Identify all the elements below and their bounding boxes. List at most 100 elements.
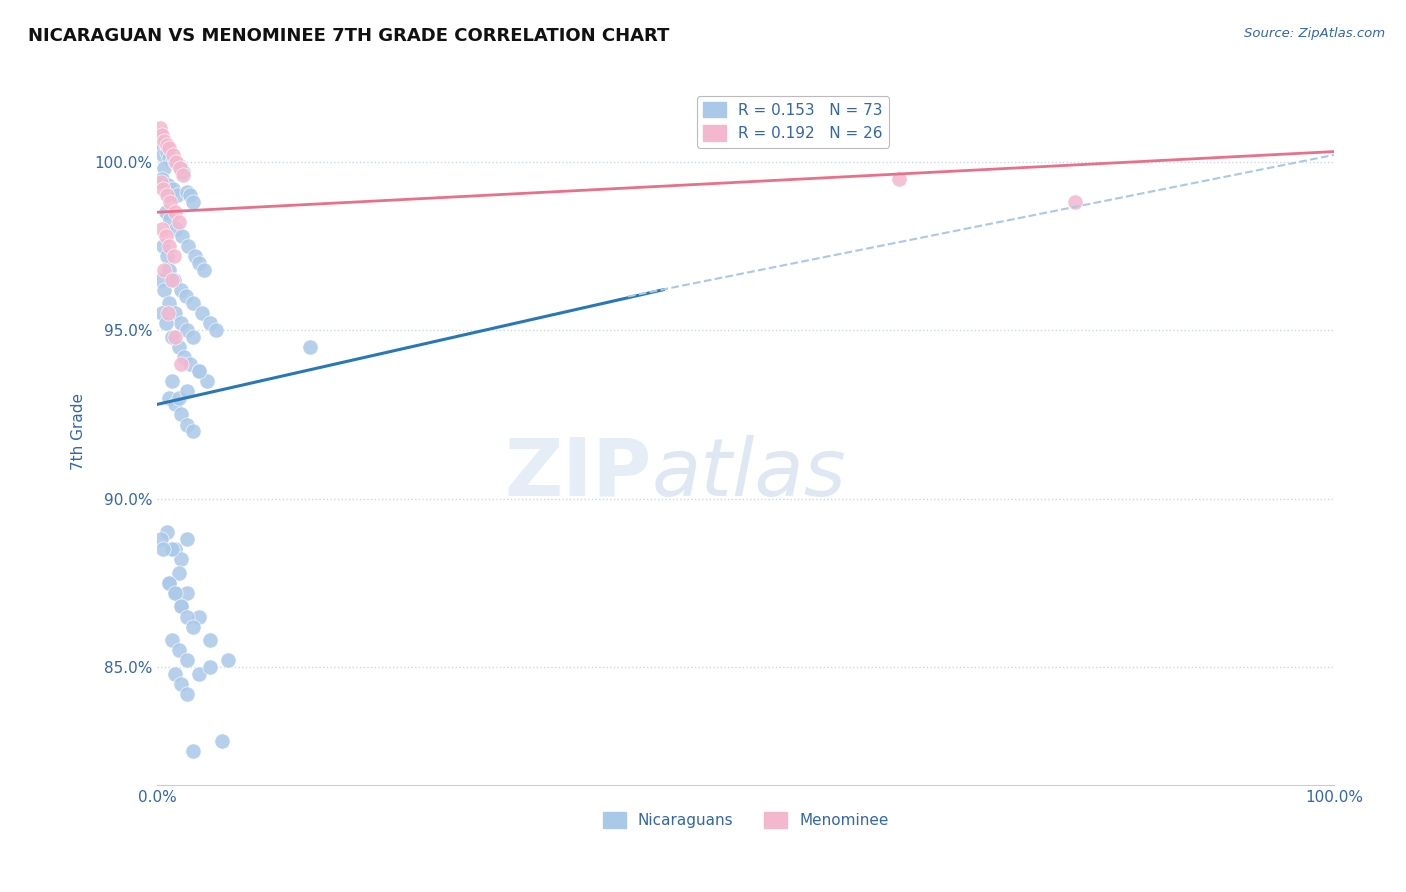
Point <box>152 148 174 162</box>
Point <box>1064 195 1087 210</box>
Point <box>165 306 187 320</box>
Point <box>170 552 193 566</box>
Point <box>173 350 195 364</box>
Point <box>160 330 183 344</box>
Point <box>165 222 187 236</box>
Point <box>156 525 179 540</box>
Text: NICARAGUAN VS MENOMINEE 7TH GRADE CORRELATION CHART: NICARAGUAN VS MENOMINEE 7TH GRADE CORREL… <box>28 27 669 45</box>
Point <box>187 363 209 377</box>
Point <box>156 137 179 152</box>
Point <box>149 120 172 135</box>
Point <box>167 215 190 229</box>
Point <box>176 384 198 398</box>
Point <box>170 599 193 614</box>
Legend: Nicaraguans, Menominee: Nicaraguans, Menominee <box>596 805 894 834</box>
Point <box>181 620 204 634</box>
Point <box>159 195 181 210</box>
Point <box>165 586 187 600</box>
Point <box>172 228 194 243</box>
Point <box>150 222 173 236</box>
Point <box>150 306 173 320</box>
Point <box>179 188 201 202</box>
Point <box>181 195 204 210</box>
Point <box>174 289 197 303</box>
Point <box>160 374 183 388</box>
Point <box>163 249 186 263</box>
Point <box>157 306 180 320</box>
Point <box>170 408 193 422</box>
Point <box>200 317 222 331</box>
Point <box>181 744 204 758</box>
Text: ZIP: ZIP <box>505 434 651 513</box>
Point <box>152 542 174 557</box>
Point <box>165 330 187 344</box>
Point <box>165 666 187 681</box>
Point <box>176 417 198 432</box>
Point <box>179 357 201 371</box>
Point <box>155 205 177 219</box>
Point <box>170 161 193 176</box>
Point <box>156 188 179 202</box>
Point <box>172 168 194 182</box>
Point <box>165 205 187 219</box>
Point <box>156 145 179 159</box>
Point <box>176 532 198 546</box>
Point <box>200 633 222 648</box>
Point <box>160 542 183 557</box>
Point <box>162 148 184 162</box>
Point <box>157 296 180 310</box>
Point <box>153 262 176 277</box>
Point <box>157 239 180 253</box>
Point <box>170 283 193 297</box>
Point <box>153 283 176 297</box>
Point <box>184 249 207 263</box>
Text: Source: ZipAtlas.com: Source: ZipAtlas.com <box>1244 27 1385 40</box>
Point <box>155 317 177 331</box>
Point <box>170 677 193 691</box>
Point <box>167 643 190 657</box>
Point <box>176 323 198 337</box>
Point <box>200 660 222 674</box>
Point <box>157 575 180 590</box>
Point <box>187 609 209 624</box>
Point <box>157 262 180 277</box>
Point <box>176 609 198 624</box>
Point <box>170 317 193 331</box>
Point <box>181 330 204 344</box>
Point <box>165 397 187 411</box>
Point <box>153 135 176 149</box>
Point <box>187 666 209 681</box>
Point <box>191 306 214 320</box>
Point <box>195 374 218 388</box>
Point <box>177 239 200 253</box>
Point <box>176 687 198 701</box>
Point <box>217 653 239 667</box>
Point <box>156 249 179 263</box>
Point <box>172 165 194 179</box>
Point <box>165 154 187 169</box>
Point <box>165 586 187 600</box>
Point <box>170 599 193 614</box>
Point <box>149 272 172 286</box>
Point <box>187 363 209 377</box>
Point <box>165 154 187 169</box>
Point <box>157 391 180 405</box>
Point <box>155 228 177 243</box>
Point <box>205 323 228 337</box>
Point <box>170 357 193 371</box>
Point <box>157 141 180 155</box>
Point <box>157 178 180 193</box>
Point <box>157 575 180 590</box>
Y-axis label: 7th Grade: 7th Grade <box>72 392 86 470</box>
Point <box>150 128 173 142</box>
Point <box>181 424 204 438</box>
Point <box>160 633 183 648</box>
Text: atlas: atlas <box>651 434 846 513</box>
Point <box>163 272 186 286</box>
Point <box>176 586 198 600</box>
Point <box>159 211 181 226</box>
Point <box>165 542 187 557</box>
Point <box>211 734 233 748</box>
Point <box>149 137 172 152</box>
Point <box>167 566 190 580</box>
